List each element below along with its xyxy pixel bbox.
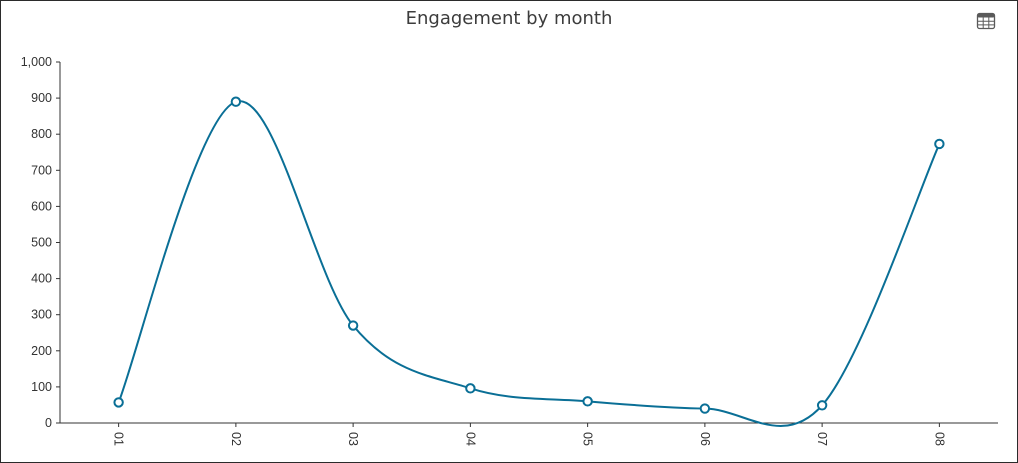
data-point-04 <box>465 383 476 394</box>
y-tick-label-0: 0 <box>45 416 52 430</box>
data-point-07 <box>816 400 828 411</box>
x-tick-label-01: 01 <box>112 432 126 446</box>
y-tick-label-400: 400 <box>31 272 52 286</box>
data-point-01 <box>113 397 124 408</box>
y-tick-label-500: 500 <box>31 236 52 250</box>
chart-title: Engagement by month <box>405 8 613 29</box>
y-tick-label-100: 100 <box>31 380 52 394</box>
x-tick-label-03: 03 <box>346 432 360 446</box>
y-tick-label-900: 900 <box>31 91 52 105</box>
y-tick-label-700: 700 <box>31 163 52 177</box>
y-tick-label-200: 200 <box>31 344 52 358</box>
y-tick-label-800: 800 <box>31 127 52 141</box>
x-tick-label-08: 08 <box>932 432 946 446</box>
y-tick-label-300: 300 <box>31 308 52 322</box>
table-icon[interactable] <box>976 12 996 30</box>
series-line-0 <box>117 100 941 427</box>
data-point-03 <box>347 320 359 331</box>
data-point-08 <box>934 138 945 150</box>
x-tick-label-04: 04 <box>463 432 477 446</box>
data-point-06 <box>699 403 711 414</box>
x-tick-label-07: 07 <box>815 432 829 446</box>
y-tick-label-1000: 1,000 <box>21 55 52 69</box>
data-point-05 <box>582 396 593 407</box>
x-tick-label-02: 02 <box>229 432 243 446</box>
x-tick-label-05: 05 <box>581 432 595 446</box>
data-point-02 <box>230 96 242 107</box>
y-tick-label-600: 600 <box>31 199 52 213</box>
x-tick-label-06: 06 <box>698 432 712 446</box>
